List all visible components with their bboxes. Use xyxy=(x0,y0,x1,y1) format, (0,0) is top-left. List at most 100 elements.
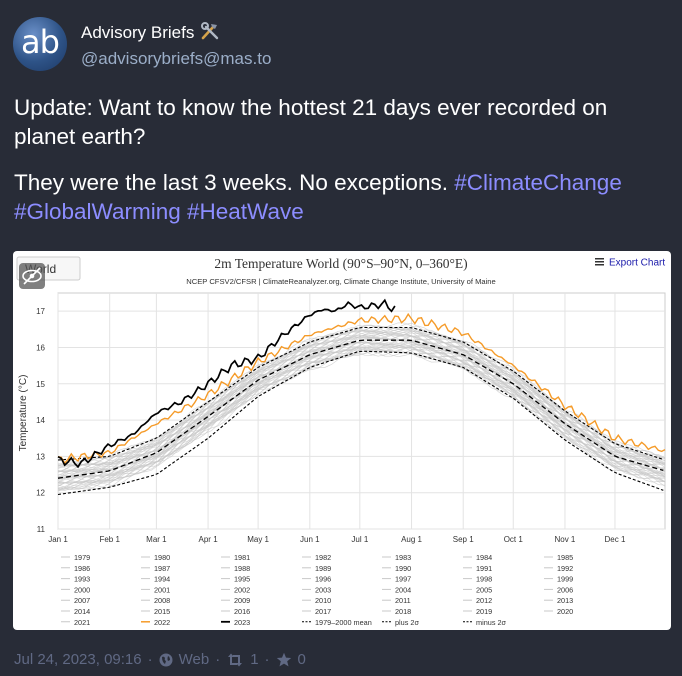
legend-item-label[interactable]: 1983 xyxy=(395,553,411,562)
separator: · xyxy=(147,651,153,668)
legend-item-label[interactable]: 1989 xyxy=(315,564,331,573)
series-line-1979-2000-mean xyxy=(57,339,664,479)
export-chart-button[interactable]: Export Chart xyxy=(595,258,665,269)
x-tick-label: Nov 1 xyxy=(554,535,575,544)
x-tick-label: Oct 1 xyxy=(504,535,524,544)
legend-item-label[interactable]: 2013 xyxy=(557,596,573,605)
timestamp-link[interactable]: Jul 24, 2023, 09:16 xyxy=(14,651,142,668)
legend-item-label[interactable]: 2017 xyxy=(315,607,331,616)
avatar[interactable]: ab xyxy=(13,17,67,71)
legend-item-label[interactable]: 1998 xyxy=(476,575,492,584)
legend-item-label[interactable]: 2018 xyxy=(395,607,411,616)
post-footer: Jul 24, 2023, 09:16 · Web · 1 · 0 xyxy=(14,651,306,668)
chart-subtitle: NCEP CFSV2/CFSR | ClimateReanalyzer.org,… xyxy=(186,277,496,286)
legend-item-label[interactable]: plus 2σ xyxy=(395,618,419,627)
legend-item-label[interactable]: 2001 xyxy=(154,585,170,594)
legend-item-label[interactable]: 2003 xyxy=(315,585,331,594)
export-chart-label: Export Chart xyxy=(609,258,665,269)
y-tick-label: 14 xyxy=(36,416,45,425)
series-line-background-year xyxy=(57,330,666,473)
legend-item-label[interactable]: 2014 xyxy=(74,607,90,616)
account-handle[interactable]: @advisorybriefs@mas.to xyxy=(81,49,272,68)
legend-item-label[interactable]: 2011 xyxy=(395,596,411,605)
hashtag-link[interactable]: #GlobalWarming xyxy=(14,199,181,224)
legend-item-label[interactable]: 2012 xyxy=(476,596,492,605)
legend-item-label[interactable]: 1996 xyxy=(315,575,331,584)
legend-item-label[interactable]: 1994 xyxy=(154,575,170,584)
x-tick-label: Dec 1 xyxy=(605,535,626,544)
x-tick-label: Aug 1 xyxy=(401,535,422,544)
series-line-background-year xyxy=(57,339,666,484)
legend-item-label[interactable]: 1991 xyxy=(476,564,492,573)
hammer-and-wrench-icon xyxy=(200,22,220,45)
legend-item-label[interactable]: 2019 xyxy=(476,607,492,616)
legend-item-label[interactable]: 1997 xyxy=(395,575,411,584)
display-name[interactable]: Advisory Briefs xyxy=(81,22,220,45)
legend-item-label[interactable]: 1982 xyxy=(315,553,331,562)
series-line-background-year xyxy=(57,347,666,491)
series-line-background-year xyxy=(57,332,666,476)
display-name-text: Advisory Briefs xyxy=(81,23,195,42)
hashtag-link[interactable]: #ClimateChange xyxy=(454,170,622,195)
separator: · xyxy=(215,651,221,668)
y-tick-label: 11 xyxy=(37,525,46,534)
legend-item-label[interactable]: 2000 xyxy=(74,585,90,594)
legend-item-label[interactable]: 1990 xyxy=(395,564,411,573)
legend-item-label[interactable]: 2004 xyxy=(395,585,411,594)
post-paragraph-2-text: They were the last 3 weeks. No exception… xyxy=(14,170,448,195)
series-line-minus-2-sigma xyxy=(57,350,664,496)
series-line-background-year xyxy=(57,340,666,483)
legend-item-label[interactable]: 2005 xyxy=(476,585,492,594)
x-tick-label: Jun 1 xyxy=(300,535,320,544)
legend-item-label[interactable]: 1985 xyxy=(557,553,573,562)
hide-media-icon[interactable] xyxy=(19,263,45,289)
legend-item-label[interactable]: 2022 xyxy=(154,618,170,627)
legend-item-label[interactable]: 1999 xyxy=(557,575,573,584)
chart-title: 2m Temperature World (90°S–90°N, 0–360°E… xyxy=(214,256,467,271)
legend-item-label[interactable]: 1992 xyxy=(557,564,573,573)
legend-item-label[interactable]: 1984 xyxy=(476,553,492,562)
temperature-chart: Jan 1 Feb 1 Mar 1 Apr 1 May 1 Jun 1 Jul 1 Aug 1… xyxy=(16,256,666,627)
boost-icon[interactable] xyxy=(226,653,244,667)
legend-item-label[interactable]: 1986 xyxy=(74,564,90,573)
hashtag-link[interactable]: #HeatWave xyxy=(187,199,304,224)
series-line-background-year xyxy=(57,346,666,487)
menu-icon xyxy=(595,258,604,266)
legend-item-label[interactable]: 1993 xyxy=(74,575,90,584)
series-line-background-year xyxy=(57,322,666,467)
globe-icon xyxy=(159,653,173,667)
series-line-background-year xyxy=(57,343,666,489)
legend-item-label[interactable]: 1979 xyxy=(74,553,90,562)
legend-item-label[interactable]: 1980 xyxy=(154,553,170,562)
y-tick-label: 16 xyxy=(36,343,45,352)
legend-item-label[interactable]: 2009 xyxy=(234,596,250,605)
legend-item-label[interactable]: 2015 xyxy=(154,607,170,616)
boost-count: 1 xyxy=(250,651,259,668)
x-tick-label: Sep 1 xyxy=(453,535,474,544)
legend-item-label[interactable]: 2016 xyxy=(234,607,250,616)
legend-item-label[interactable]: 2002 xyxy=(234,585,250,594)
legend-item-label[interactable]: 2008 xyxy=(154,596,170,605)
series-line-plus-2-sigma xyxy=(57,326,664,461)
media-attachment[interactable]: Jan 1 Feb 1 Mar 1 Apr 1 May 1 Jun 1 Jul 1 Aug 1… xyxy=(13,251,671,630)
legend-item-label[interactable]: 1988 xyxy=(234,564,250,573)
post-content: Update: Want to know the hottest 21 days… xyxy=(14,93,664,243)
legend-item-label[interactable]: 2023 xyxy=(234,618,250,627)
legend-item-label[interactable]: 2006 xyxy=(557,585,573,594)
legend-item-label[interactable]: 2007 xyxy=(74,596,90,605)
series-line-background-year xyxy=(57,337,666,479)
legend-item-label[interactable]: 2021 xyxy=(74,618,90,627)
legend-item-label[interactable]: minus 2σ xyxy=(476,618,507,627)
legend-item-label[interactable]: 1981 xyxy=(234,553,250,562)
legend-item-label[interactable]: 2010 xyxy=(315,596,331,605)
series-line-2022 xyxy=(57,312,666,465)
star-icon[interactable] xyxy=(276,652,292,668)
legend-item-label[interactable]: 1979–2000 mean xyxy=(315,618,372,627)
legend-item-label[interactable]: 1995 xyxy=(234,575,250,584)
x-tick-label: Mar 1 xyxy=(146,535,167,544)
legend-item-label[interactable]: 1987 xyxy=(154,564,170,573)
x-tick-label: May 1 xyxy=(247,535,269,544)
series-line-2023 xyxy=(57,298,396,469)
legend-item-label[interactable]: 2020 xyxy=(557,607,573,616)
avatar-text: ab xyxy=(21,23,60,61)
